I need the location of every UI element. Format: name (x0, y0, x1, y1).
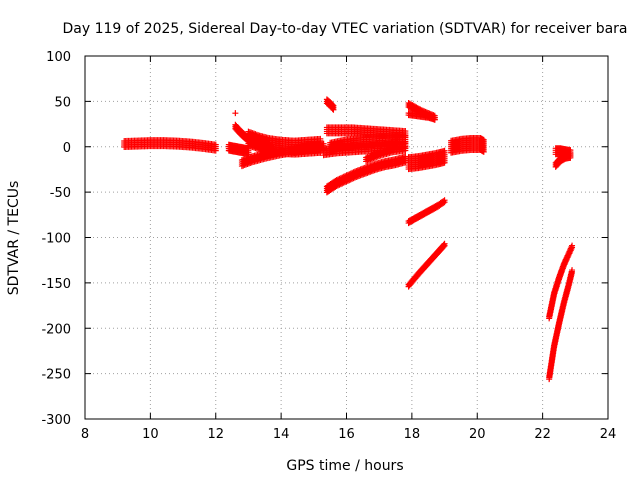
y-tick-label: 0 (63, 141, 71, 156)
series-arc-07 (323, 96, 337, 113)
marker-trace (448, 135, 487, 156)
marker-trace (238, 140, 327, 170)
y-tick-label: -200 (41, 322, 71, 337)
series-arc-17 (405, 240, 448, 290)
marker-trace (405, 240, 448, 290)
marker-trace (546, 267, 576, 383)
y-tick-label: -300 (41, 413, 71, 428)
y-tick-label: -100 (41, 232, 71, 247)
marker-trace (121, 137, 219, 154)
marker-trace (225, 141, 252, 158)
series-arc-01 (121, 137, 219, 154)
x-tick-label: 24 (600, 427, 617, 442)
series-arc-16 (405, 197, 448, 227)
y-tick-label: 50 (54, 95, 71, 110)
y-tick-label: -150 (41, 277, 71, 292)
x-tick-label: 8 (81, 427, 89, 442)
marker-trace (405, 110, 438, 123)
x-tick-label: 22 (534, 427, 551, 442)
chart-title: Day 119 of 2025, Sidereal Day-to-day VTE… (62, 21, 627, 37)
series-arc-11 (323, 153, 409, 196)
data-points (121, 96, 576, 383)
x-tick-label: 16 (338, 427, 355, 442)
marker-trace (405, 147, 448, 173)
x-tick-label: 12 (207, 427, 224, 442)
marker-trace (552, 150, 574, 170)
marker-trace (323, 96, 337, 113)
series-arc-14 (405, 110, 438, 123)
grid (85, 56, 608, 419)
series-arc-20 (552, 150, 574, 170)
series-arc-03 (232, 110, 239, 117)
x-tick-label: 14 (273, 427, 290, 442)
y-tick-label: -250 (41, 368, 71, 383)
marker-trace (546, 242, 576, 322)
marker-trace (405, 197, 448, 227)
series-arc-15 (405, 147, 448, 173)
series-arc-12 (363, 143, 409, 165)
x-tick-label: 20 (469, 427, 486, 442)
x-tick-label: 10 (142, 427, 159, 442)
marker-trace (323, 153, 409, 196)
marker-trace (363, 143, 409, 165)
y-axis-label: SDTVAR / TECUs (6, 181, 22, 296)
series-arc-06 (238, 140, 327, 170)
x-tick-label: 18 (404, 427, 421, 442)
marker-trace (232, 110, 239, 117)
series-arc-21 (546, 242, 576, 322)
axis-ticks: 8 10 12 14 16 18 20 22 24 -300 -250 -200 -150 -100 -50… (41, 50, 616, 442)
y-tick-label: 100 (46, 50, 71, 65)
series-arc-02 (225, 141, 252, 158)
series-arc-18 (448, 135, 487, 156)
series-arc-22 (546, 267, 576, 383)
x-axis-label: GPS time / hours (286, 458, 403, 474)
y-tick-label: -50 (50, 186, 71, 201)
